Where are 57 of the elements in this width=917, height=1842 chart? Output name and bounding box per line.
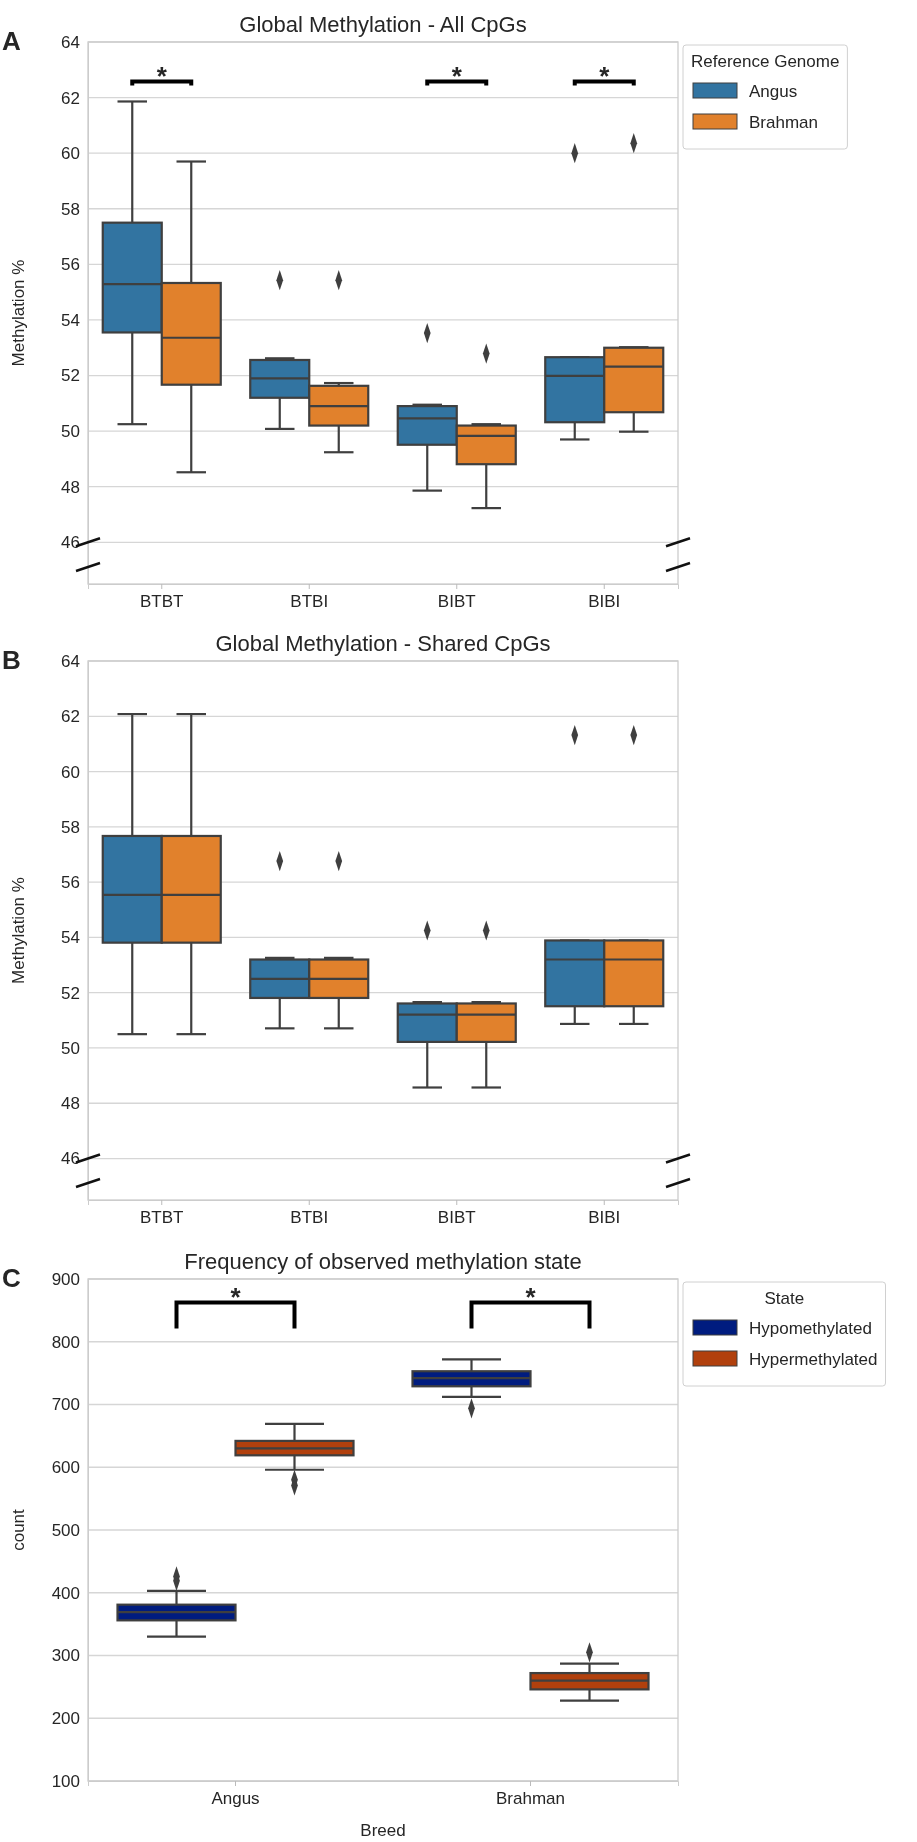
y-tick-label: 700 xyxy=(51,1395,80,1415)
legend-label: Angus xyxy=(749,82,798,101)
y-axis-title: Methylation % xyxy=(9,877,28,984)
y-tick-label: 100 xyxy=(51,1771,80,1791)
legend-label: Hypomethylated xyxy=(749,1319,872,1338)
y-tick-label: 52 xyxy=(61,983,80,1003)
y-tick-label: 800 xyxy=(51,1332,80,1352)
text: C xyxy=(2,1263,21,1293)
y-tick-label: 54 xyxy=(61,310,80,330)
y-tick-label: 62 xyxy=(61,707,80,727)
y-tick-label: 900 xyxy=(51,1269,80,1289)
y-axis-title: count xyxy=(9,1508,28,1551)
y-tick-label: 500 xyxy=(51,1520,80,1540)
y-tick-label: 56 xyxy=(61,255,80,275)
y-tick-label: 48 xyxy=(61,1094,80,1114)
annotation: * xyxy=(156,60,168,91)
y-tick-label: 50 xyxy=(61,1038,80,1058)
annotation: * xyxy=(451,60,463,91)
text: A xyxy=(2,26,21,56)
y-tick-label: 62 xyxy=(61,88,80,108)
y-tick-label: 54 xyxy=(61,928,80,948)
x-tick-label: BIBT xyxy=(437,592,476,612)
y-tick-label: 50 xyxy=(61,422,80,442)
x-tick-label: BTBI xyxy=(290,1208,329,1228)
legend-label: Hypermethylated xyxy=(749,1350,878,1369)
chart-title: Global Methylation - All CpGs xyxy=(239,12,527,37)
x-tick-label: BIBI xyxy=(588,1208,621,1228)
y-tick-label: 46 xyxy=(61,533,80,553)
x-tick-label: BTBT xyxy=(140,592,184,612)
y-tick-label: 200 xyxy=(51,1709,80,1729)
y-tick-label: 52 xyxy=(61,366,80,386)
y-tick-label: 400 xyxy=(51,1583,80,1603)
y-tick-label: 56 xyxy=(61,873,80,893)
legend-title: State xyxy=(764,1289,805,1308)
chart-title: Frequency of observed methylation state xyxy=(184,1249,582,1274)
annotation: * xyxy=(525,1281,537,1312)
y-tick-label: 300 xyxy=(51,1646,80,1666)
legend-title: Reference Genome xyxy=(691,52,840,71)
y-tick-label: 48 xyxy=(61,477,80,497)
x-tick-label: BIBI xyxy=(588,592,621,612)
y-axis-title: Methylation % xyxy=(9,259,28,367)
text: B xyxy=(2,645,21,675)
y-tick-label: 64 xyxy=(61,651,80,671)
y-tick-label: 60 xyxy=(61,144,80,164)
legend-label: Brahman xyxy=(749,113,818,132)
y-tick-label: 60 xyxy=(61,762,80,782)
y-tick-label: 600 xyxy=(51,1458,80,1478)
x-tick-label: BIBT xyxy=(437,1208,476,1228)
x-axis-title: Breed xyxy=(360,1821,406,1840)
x-tick-label: BTBT xyxy=(140,1208,184,1228)
y-tick-label: 58 xyxy=(61,199,80,219)
x-tick-label: BTBI xyxy=(290,592,329,612)
y-tick-label: 64 xyxy=(61,32,80,52)
annotation: * xyxy=(230,1281,242,1312)
annotation: * xyxy=(599,60,611,91)
chart-title: Global Methylation - Shared CpGs xyxy=(215,631,551,656)
y-tick-label: 58 xyxy=(61,817,80,837)
